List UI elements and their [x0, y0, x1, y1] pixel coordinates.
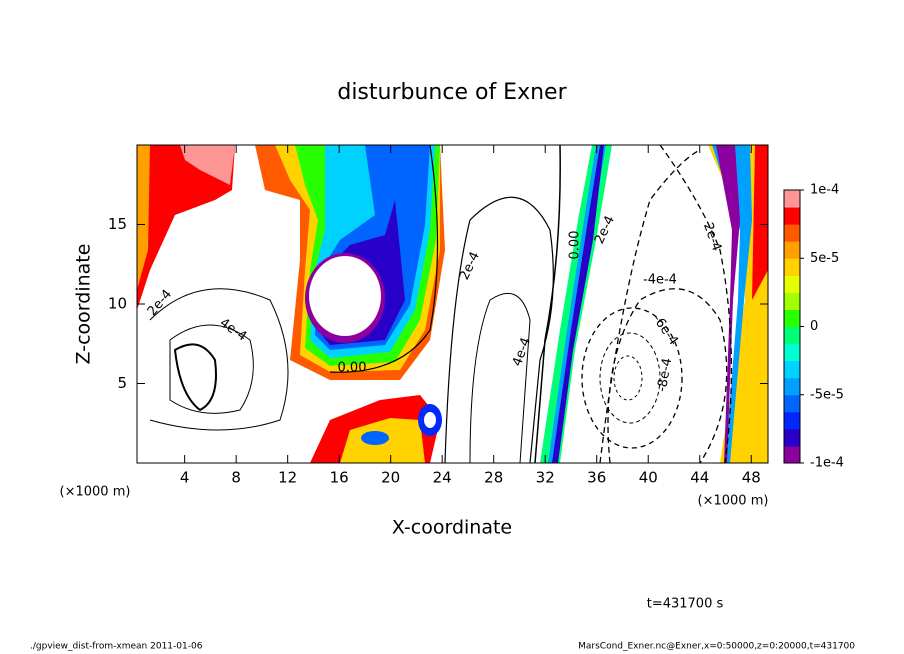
contour-label: 2e-4 [700, 221, 724, 254]
y-tick-label: 10 [108, 295, 127, 313]
contour-label: -6e-4 [649, 312, 681, 348]
x-tick-label: 36 [587, 469, 606, 487]
contour-label: 0.00 [338, 361, 367, 376]
x-tick-label: 44 [690, 469, 709, 487]
contour-label: 0.00 [568, 231, 583, 260]
y-tick-label: 15 [108, 215, 127, 233]
contour-label: -4e-4 [643, 273, 677, 288]
x-tick-label: 24 [433, 469, 452, 487]
x-unit: (×1000 m) [698, 494, 769, 509]
x-tick-label: 16 [330, 469, 349, 487]
y-axis-label: Z-coordinate [73, 244, 95, 365]
colorbar-band [784, 258, 800, 276]
x-tick-label: 28 [484, 469, 503, 487]
x-tick-label: 40 [639, 469, 658, 487]
colorbar-band [784, 377, 800, 396]
colorbar-band [784, 275, 800, 293]
footer-right: MarsCond_Exner.nc@Exner,x=0:50000,z=0:20… [578, 642, 855, 652]
x-tick-label: 12 [278, 469, 297, 487]
chart-title: disturbunce of Exner [337, 80, 567, 105]
contour-label: 4e-4 [217, 315, 250, 344]
colorbar-band [784, 343, 800, 362]
colorbar-tick-label: -5e-5 [810, 387, 844, 402]
colorbar-band [784, 360, 800, 379]
contour-label: 2e-4 [457, 250, 483, 283]
x-axis-label: X-coordinate [392, 517, 512, 539]
y-unit: (×1000 m) [60, 485, 131, 500]
colorbar-band [784, 207, 800, 225]
contour-lines [149, 145, 733, 463]
filled-field [137, 145, 768, 463]
colorbar-tick-label: -1e-4 [810, 456, 844, 471]
colorbar-tick-label: 5e-5 [810, 251, 839, 266]
colorbar-band [784, 309, 800, 327]
colorbar-tick-label: 1e-4 [810, 183, 839, 198]
x-tick-label: 8 [231, 469, 241, 487]
colorbar-band [784, 224, 800, 242]
footer-left: ./gpview_dist-from-xmean 2011-01-06 [30, 642, 203, 652]
contour-label: -8e-4 [655, 357, 676, 393]
colorbar-band [784, 292, 800, 310]
colorbar-band [784, 394, 800, 413]
colorbar-band [784, 241, 800, 259]
colorbar-band [784, 326, 800, 345]
x-tick-label: 20 [381, 469, 400, 487]
x-tick-label: 32 [536, 469, 555, 487]
time-label: t=431700 s [647, 597, 724, 612]
y-tick-label: 5 [117, 374, 127, 392]
x-tick-label: 4 [180, 469, 190, 487]
colorbar-band [784, 190, 800, 208]
contour-label: 4e-4 [510, 336, 534, 369]
plot-frame [136, 144, 769, 464]
colorbar-band [784, 428, 800, 447]
colorbar-band [784, 411, 800, 430]
x-tick-label: 48 [742, 469, 761, 487]
colorbar-band [784, 445, 800, 464]
colorbar-tick-label: 0 [810, 319, 818, 334]
